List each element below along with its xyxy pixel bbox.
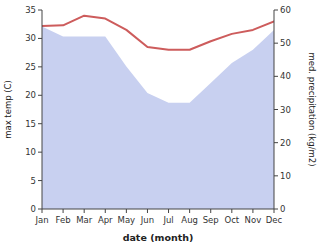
y2-tick bbox=[274, 43, 278, 44]
line bbox=[42, 16, 274, 50]
y-tick bbox=[38, 209, 42, 210]
y2-tick-label: 10 bbox=[280, 171, 291, 181]
y-tick bbox=[38, 38, 42, 39]
y-tick-label: 30 bbox=[25, 33, 36, 43]
y-axis-line bbox=[42, 10, 43, 209]
x-tick-label: Mar bbox=[76, 215, 93, 225]
y-tick bbox=[38, 180, 42, 181]
y-tick-label: 20 bbox=[25, 90, 36, 100]
x-tick bbox=[252, 209, 253, 213]
y2-tick-label: 60 bbox=[280, 5, 291, 15]
x-tick bbox=[231, 209, 232, 213]
y-tick bbox=[38, 152, 42, 153]
x-axis-line bbox=[42, 209, 274, 210]
y-tick-label: 0 bbox=[31, 204, 36, 214]
x-tick bbox=[210, 209, 211, 213]
x-tick bbox=[126, 209, 127, 213]
y-tick bbox=[38, 10, 42, 11]
x-tick-label: Jul bbox=[162, 215, 173, 225]
y-tick bbox=[38, 66, 42, 67]
y-tick-label: 25 bbox=[25, 62, 36, 72]
x-tick bbox=[84, 209, 85, 213]
y2-axis-label: med. precipitation (kg/m2) bbox=[307, 52, 317, 166]
y2-tick-label: 0 bbox=[280, 204, 285, 214]
y-tick bbox=[38, 123, 42, 124]
y-tick-label: 5 bbox=[31, 176, 36, 186]
y2-tick-label: 40 bbox=[280, 71, 291, 81]
y-axis-label: max temp (C) bbox=[3, 80, 13, 139]
x-tick-label: Dec bbox=[266, 215, 283, 225]
x-tick-label: Feb bbox=[56, 215, 71, 225]
x-tick-label: Nov bbox=[245, 215, 262, 225]
chart: 0 5 10 15 20 25 30 35 0 10 20 30 40 50 60 Jan Feb Mar Apr M… bbox=[0, 0, 318, 247]
x-tick bbox=[63, 209, 64, 213]
y-tick-label: 35 bbox=[25, 5, 36, 15]
y2-tick bbox=[274, 175, 278, 176]
y-tick bbox=[38, 95, 42, 96]
x-tick-label: Sep bbox=[203, 215, 219, 225]
chart-container: 0 5 10 15 20 25 30 35 0 10 20 30 40 50 60 Jan Feb Mar Apr M… bbox=[0, 0, 318, 247]
y2-tick-label: 20 bbox=[280, 138, 291, 148]
x-tick bbox=[105, 209, 106, 213]
y2-tick-label: 50 bbox=[280, 38, 291, 48]
x-axis-label: date (month) bbox=[123, 232, 194, 243]
y-tick-label: 10 bbox=[25, 147, 36, 157]
x-tick-label: May bbox=[118, 215, 136, 225]
y2-tick bbox=[274, 10, 278, 11]
y2-tick bbox=[274, 142, 278, 143]
x-tick-label: Aug bbox=[181, 215, 198, 225]
y2-tick bbox=[274, 76, 278, 77]
x-tick-label: Jun bbox=[140, 215, 154, 225]
x-tick-label: Jan bbox=[34, 215, 48, 225]
x-tick-label: Apr bbox=[98, 215, 113, 225]
x-tick bbox=[274, 209, 275, 213]
y2-tick bbox=[274, 109, 278, 110]
y2-tick-label: 30 bbox=[280, 105, 291, 115]
x-tick bbox=[189, 209, 190, 213]
y-tick-label: 15 bbox=[25, 119, 36, 129]
y2-tick bbox=[274, 209, 278, 210]
x-tick bbox=[147, 209, 148, 213]
plot-area bbox=[42, 16, 274, 209]
x-tick-label: Oct bbox=[224, 215, 239, 225]
x-tick bbox=[42, 209, 43, 213]
area bbox=[42, 27, 274, 209]
x-tick bbox=[168, 209, 169, 213]
